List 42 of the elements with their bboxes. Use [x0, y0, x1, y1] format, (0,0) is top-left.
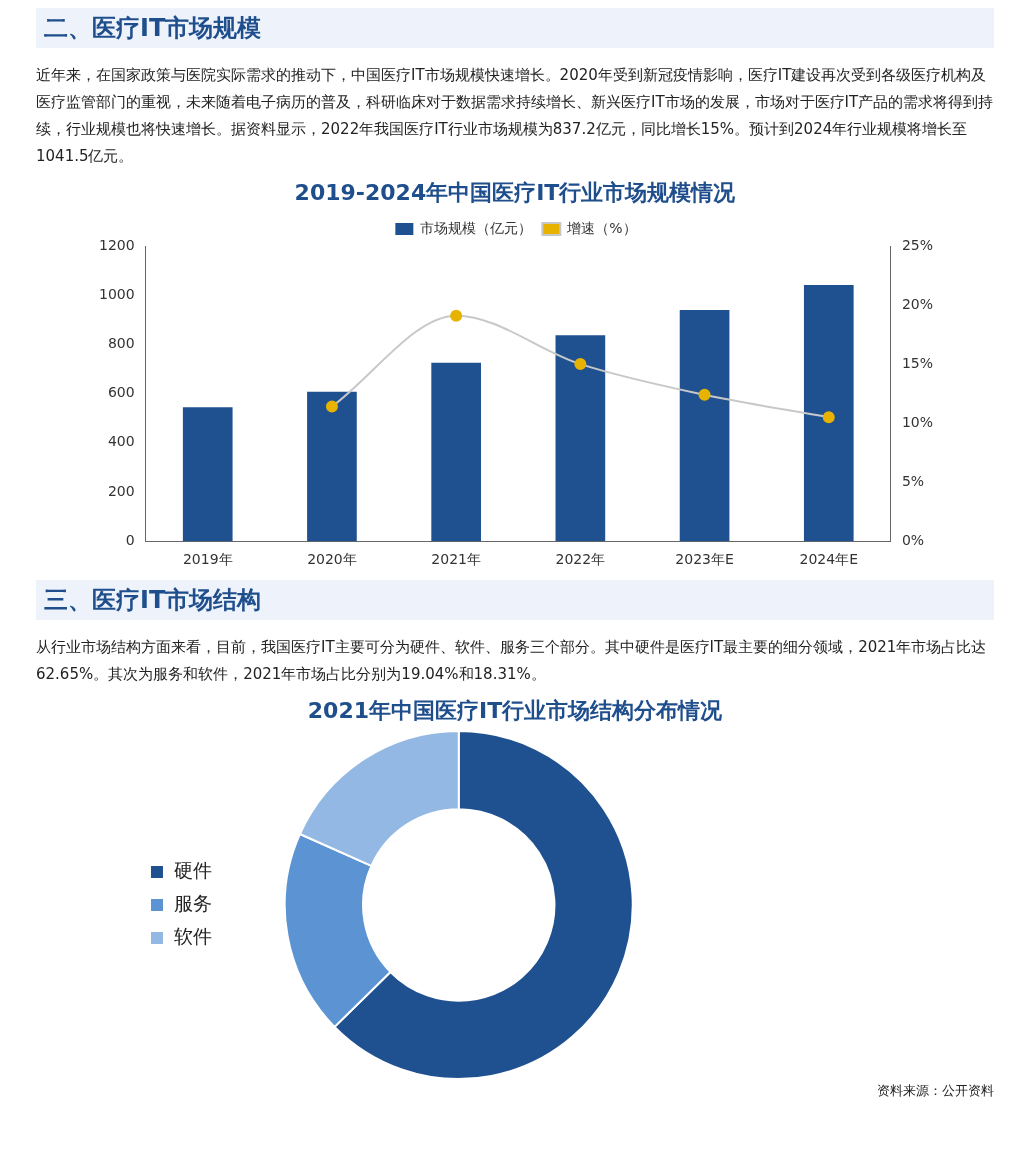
y-tick-label: 800	[107, 335, 135, 352]
bar	[803, 284, 854, 542]
legend-label: 服务	[173, 891, 212, 914]
text: 资料来源：公开资料	[876, 1082, 994, 1100]
legend-label: 增速（%）	[566, 219, 637, 236]
point	[450, 309, 463, 322]
text: 三、医疗IT市场结构	[36, 580, 994, 620]
y2-tick-label: 25%	[901, 236, 934, 253]
y2-tick-label: 10%	[901, 413, 934, 430]
point	[574, 358, 587, 371]
bar	[307, 391, 357, 542]
x-tick-label: 2021年	[431, 551, 481, 568]
x-tick-label: 2020年	[307, 551, 357, 568]
bar	[555, 335, 606, 542]
x-tick-label: 2023年E	[675, 551, 734, 568]
chart-title: 2021年中国医疗IT行业市场结构分布情况	[306, 697, 724, 725]
x-tick-label: 2019年	[182, 551, 233, 568]
bar	[679, 309, 730, 542]
text: 近年来，在国家政策与医院实际需求的推动下，中国医疗IT市场规模快速增长。2020年受到新冠疫情影响，医疗IT建设再次受到各级医疗机构及医疗监管部门的重视，未来随着电子病历的普及，科研临床对于数据需求持续增长、新兴医疗IT市场的发展，市场对于医疗IT产品的需求将得到持续，行业规模也将快速增长。据资料显示，2022年我国医疗IT行业市场规模为837.2亿元，同比增长15%。预计到2024年行业规模将增长至1041.5亿元。	[36, 65, 994, 167]
chart-title: 2019-2024年中国医疗IT行业市场规模情况	[293, 179, 737, 207]
point	[698, 388, 711, 401]
point	[822, 411, 835, 424]
y-tick-label: 400	[107, 433, 135, 450]
y2-tick-label: 0%	[901, 531, 925, 548]
text: 从行业市场结构方面来看，目前，我国医疗IT主要可分为硬件、软件、服务三个部分。其中硬件是医疗IT最主要的细分领域，2021年市场占比达62.65%。其次为服务和软件，2021年市场占比分别为19.04%和18.31%。	[36, 637, 988, 685]
x-tick-label: 2024年E	[799, 551, 859, 568]
y2-tick-label: 20%	[901, 295, 934, 312]
legend-label: 软件	[173, 924, 212, 947]
bar	[431, 362, 481, 542]
legend-label: 硬件	[173, 858, 212, 881]
x-tick-label: 2022年	[555, 551, 606, 568]
y-tick-label: 1000	[98, 285, 135, 302]
y-tick-label: 1200	[98, 236, 135, 253]
legend-label: 市场规模（亿元）	[420, 219, 533, 236]
y-tick-label: 200	[107, 482, 135, 499]
y2-tick-label: 15%	[901, 354, 934, 371]
bar	[182, 407, 233, 542]
y2-tick-label: 5%	[901, 472, 925, 489]
text: 二、医疗IT市场规模	[36, 8, 994, 48]
y-tick-label: 600	[107, 384, 135, 401]
point	[325, 400, 338, 413]
y-tick-label: 0	[125, 531, 135, 548]
